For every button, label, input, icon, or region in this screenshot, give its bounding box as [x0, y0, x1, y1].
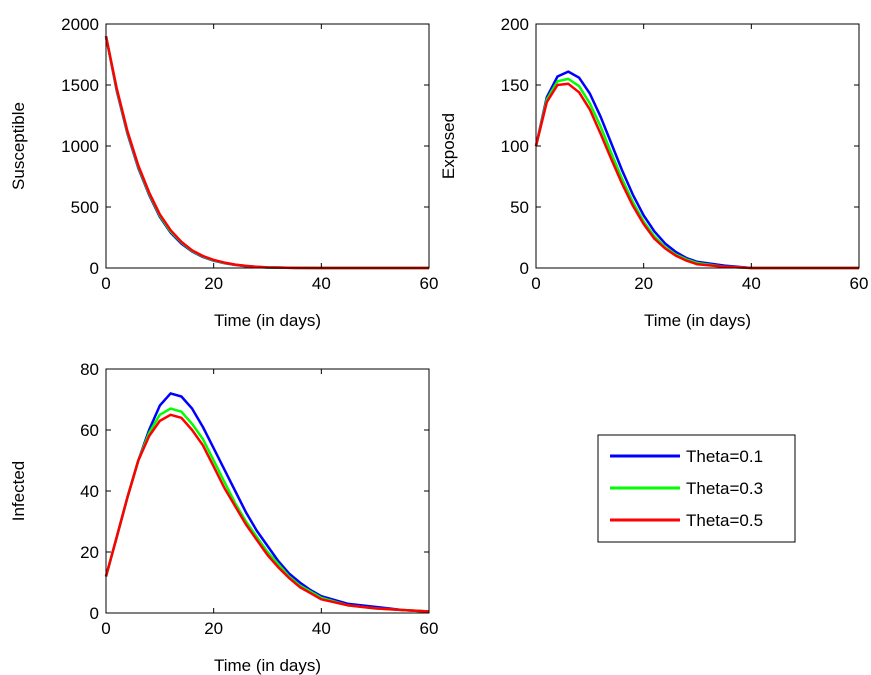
- x-tick-label: 0: [531, 274, 540, 293]
- series-line-theta-0-5: [104, 413, 430, 613]
- series-line-theta-0-3: [104, 35, 429, 270]
- series-line-theta-0-5: [534, 82, 859, 270]
- y-tick-label: 200: [501, 15, 529, 34]
- legend-label: Theta=0.5: [686, 511, 763, 530]
- legend-entry: Theta=0.3: [610, 479, 763, 498]
- legend: Theta=0.1 Theta=0.3 Theta=0.5: [597, 434, 796, 543]
- y-tick-label: 50: [510, 198, 529, 217]
- series-line-theta-0-3: [534, 77, 859, 270]
- y-tick-label: 2000: [61, 15, 99, 34]
- series-line-theta-0-1: [104, 392, 430, 613]
- y-tick-label: 150: [501, 76, 529, 95]
- y-tick-label: 0: [90, 259, 99, 278]
- x-axis-label: Time (in days): [214, 656, 321, 675]
- y-axis-label: Susceptible: [9, 102, 28, 190]
- y-tick-label: 100: [501, 137, 529, 156]
- y-tick-label: 0: [90, 604, 99, 623]
- x-tick-label: 40: [742, 274, 761, 293]
- x-axis-label: Time (in days): [644, 311, 751, 330]
- subplot-exposed: 0 20 40 60 0 50 100 150 200 Time (in days) Exposed: [439, 15, 868, 330]
- x-tick-label: 0: [101, 619, 110, 638]
- x-tick-label: 20: [204, 274, 223, 293]
- series-line-theta-0-5: [104, 35, 429, 270]
- x-tick-label: 60: [420, 274, 439, 293]
- subplot-infected: 0 20 40 60 0 20 40 60 80 Time (in days) Infected: [9, 360, 438, 675]
- y-tick-label: 1500: [61, 76, 99, 95]
- y-tick-label: 20: [80, 543, 99, 562]
- axes-frame: [535, 23, 860, 269]
- legend-label: Theta=0.3: [686, 479, 763, 498]
- axes-frame: [105, 368, 430, 614]
- subplot-susceptible: 0 20 40 60 0 500 1000 1500 2000 Time (in days) Sus…: [9, 15, 438, 330]
- legend-label: Theta=0.1: [686, 447, 763, 466]
- axes-frame: [105, 23, 430, 269]
- x-tick-label: 60: [850, 274, 869, 293]
- x-tick-label: 20: [204, 619, 223, 638]
- y-axis-label: Infected: [9, 461, 28, 522]
- legend-entry: Theta=0.5: [610, 511, 763, 530]
- y-axis-label: Exposed: [439, 113, 458, 179]
- y-tick-label: 500: [71, 198, 99, 217]
- y-tick-label: 0: [520, 259, 529, 278]
- series-line-theta-0-1: [104, 35, 429, 270]
- x-axis-label: Time (in days): [214, 311, 321, 330]
- y-tick-label: 1000: [61, 137, 99, 156]
- series-line-theta-0-3: [104, 407, 430, 613]
- x-tick-label: 20: [634, 274, 653, 293]
- x-tick-label: 40: [312, 274, 331, 293]
- y-tick-label: 60: [80, 421, 99, 440]
- x-tick-label: 60: [420, 619, 439, 638]
- x-tick-label: 0: [101, 274, 110, 293]
- y-tick-label: 40: [80, 482, 99, 501]
- x-tick-label: 40: [312, 619, 331, 638]
- y-tick-label: 80: [80, 360, 99, 379]
- legend-entry: Theta=0.1: [610, 447, 763, 466]
